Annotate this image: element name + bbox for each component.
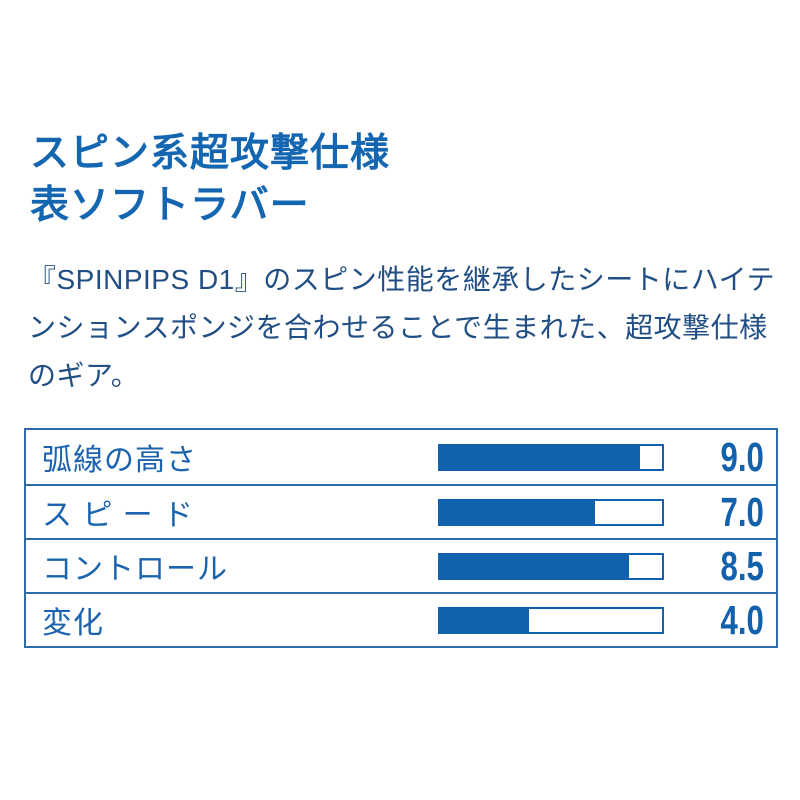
rating-label: ス ピ ー ド	[42, 499, 195, 532]
rating-row: 弧線の高さ 9.0	[26, 430, 776, 484]
rating-bar-track	[438, 606, 664, 634]
rating-label: 弧線の高さ	[42, 444, 197, 477]
rating-label: 変化	[42, 607, 104, 640]
rating-bar-fill	[440, 445, 640, 469]
rating-value: 7.0	[720, 488, 764, 535]
page-title-line1: スピン系超攻撃仕様	[30, 132, 391, 175]
rating-value: 8.5	[720, 542, 764, 589]
rating-row: ス ピ ー ド 7.0	[26, 484, 776, 538]
rating-row: 変化 4.0	[26, 592, 776, 646]
rating-bar-track	[438, 498, 664, 526]
rating-row: コントロール 8.5	[26, 538, 776, 592]
page-title: スピン系超攻撃仕様 表ソフトラバー	[30, 128, 390, 232]
rating-bar-fill	[440, 500, 596, 524]
product-description: 『SPINPIPS D1』のスピン性能を継承したシートにハイテンションスポンジを…	[28, 264, 776, 391]
rating-bar-fill	[440, 554, 629, 578]
rating-value: 9.0	[720, 433, 764, 480]
page-title-line2: 表ソフトラバー	[30, 184, 310, 227]
rating-bar-track	[438, 552, 664, 580]
rating-value: 4.0	[720, 596, 764, 643]
rating-label: コントロール	[42, 553, 228, 586]
rating-bar-track	[438, 443, 664, 471]
rating-table: 弧線の高さ 9.0 ス ピ ー ド 7.0 コントロール 8.5 変化 4.0	[24, 428, 778, 648]
rating-bar-fill	[440, 608, 529, 632]
